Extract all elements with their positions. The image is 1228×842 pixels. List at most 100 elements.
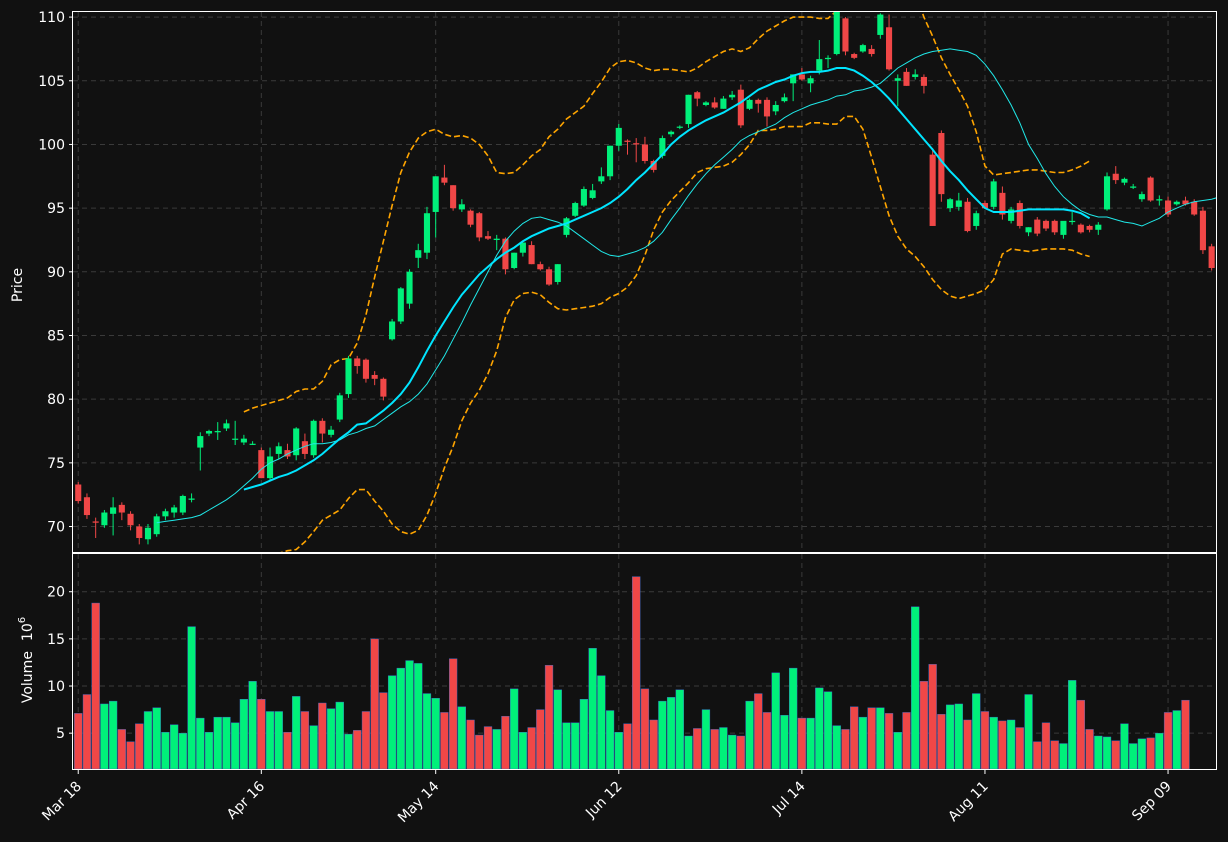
volume-bar [850,706,859,770]
candle-body [545,269,553,285]
candle-body [563,218,570,235]
volume-bar [771,672,780,770]
price-axis-label: Price [10,268,26,302]
volume-bar [1129,743,1138,770]
volume-bar [754,693,763,770]
candle-body [458,204,465,210]
candle-body [406,271,413,304]
volume-bar [736,735,745,770]
volume-bar [161,732,170,770]
volume-bar [1059,743,1068,770]
candle-body [223,423,230,429]
candle-body [955,200,962,207]
volume-bar [1102,736,1112,770]
candle-body [301,441,308,454]
candle-body [1025,227,1032,233]
volume-bar [379,692,388,770]
candle-body [83,497,91,516]
volume-bar [806,717,815,770]
candle-body [999,192,1006,215]
volume-bar [257,699,266,770]
volume-bar [780,715,789,770]
candle-body [171,507,178,513]
volume-bar [858,716,868,770]
candle-body [807,78,814,84]
bollinger-band-line-2 [243,12,1091,413]
candle-body [1042,220,1050,229]
candle-body [947,199,954,209]
bollinger-band-line-3 [280,115,1090,552]
candle-body [798,74,805,80]
candle-body [75,484,82,502]
price-panel-frame [72,11,1217,553]
candle-body [1095,224,1102,230]
volume-bar [945,704,955,770]
volume-bar [632,576,641,770]
volume-bar [501,715,510,770]
candle-body [1199,210,1206,251]
candle-body [694,92,701,99]
volume-bar [911,606,920,770]
candle-body [711,102,718,108]
volume-bar [980,711,990,770]
volume-bar [265,711,275,770]
volume-bar [126,741,135,770]
candle-body [851,54,858,58]
candle-body [894,78,901,81]
volume-bar [431,698,440,770]
candle-body [772,104,779,112]
candle-body [371,374,378,379]
volume-bar [954,703,963,770]
volume-bar [1024,694,1033,770]
candle-body [1173,201,1180,205]
volume-bar [335,701,344,770]
candlesticks [75,12,1215,545]
candle-body [328,429,335,435]
volume-bar [274,711,283,770]
volume-bar [466,719,475,770]
volume-bar [832,725,841,770]
volume-bar [623,723,632,770]
volume-bar [283,732,292,770]
candle-body [1086,225,1093,230]
volume-bar [989,716,998,770]
candle-body [607,145,614,177]
candle-body [938,132,945,195]
volume-bar [640,688,650,770]
candle-body [319,420,326,434]
volume-bar [204,732,214,770]
volume-bar [745,700,754,770]
candle-body [1191,201,1198,215]
candle-body [589,190,596,198]
volume-bar [91,602,100,770]
volume-bar [440,712,449,770]
candle-body [1051,220,1058,233]
candle-body [641,144,648,162]
volume-bar [919,681,929,770]
price-grid [73,12,1216,552]
candle-body [423,213,431,253]
volume-bar [928,664,937,770]
candle-body [537,264,544,270]
candle-body [964,201,971,232]
volume-bar [841,729,850,770]
volume-bar [1041,722,1051,770]
candle-body [755,99,762,104]
candle-body [1164,200,1172,215]
candle-body [92,521,99,523]
candle-body [685,94,692,125]
volume-bar [344,733,353,770]
candle-body [205,431,213,434]
volume-bar [579,699,589,770]
volume-bar [884,713,894,770]
volume-y-tick-label: 20 [47,585,65,601]
candle-body [763,99,771,117]
candle-body [397,288,404,322]
volume-bar [571,722,580,770]
candle-body [572,203,579,216]
volume-bar [100,703,109,770]
volume-bar [178,732,187,770]
volume-bar [588,648,597,770]
candle-body [1103,176,1111,210]
